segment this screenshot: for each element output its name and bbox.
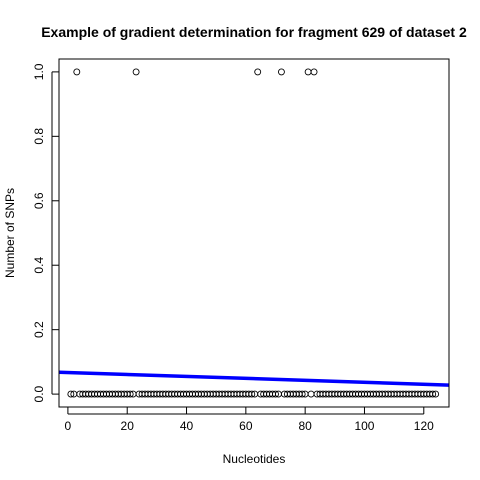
y-tick-label: 0.0 <box>32 385 46 402</box>
y-tick-label: 0.8 <box>32 128 46 145</box>
y-axis-label: Number of SNPs <box>3 188 17 278</box>
x-tick-label: 20 <box>121 419 135 433</box>
data-point <box>432 390 440 398</box>
plot-area <box>58 68 450 398</box>
chart-title: Example of gradient determination for fr… <box>41 24 467 40</box>
y-tick-label: 0.2 <box>32 321 46 338</box>
data-point <box>67 390 75 398</box>
x-axis: 0 20 40 60 80 100 120 <box>65 407 434 433</box>
data-point <box>310 68 318 76</box>
data-point <box>254 68 262 76</box>
data-point <box>277 68 285 76</box>
x-tick-label: 100 <box>354 419 374 433</box>
data-point <box>132 68 140 76</box>
data-point <box>298 390 306 398</box>
x-tick-label: 80 <box>298 419 312 433</box>
data-point <box>248 390 256 398</box>
x-tick-label: 120 <box>414 419 434 433</box>
x-tick-label: 60 <box>239 419 253 433</box>
x-tick-label: 40 <box>180 419 194 433</box>
y-tick-label: 0.4 <box>32 257 46 274</box>
plot-frame <box>58 58 450 408</box>
x-tick-label: 0 <box>65 419 72 433</box>
data-point <box>304 68 312 76</box>
data-point <box>429 390 437 398</box>
y-axis: 0.0 0.2 0.4 0.6 0.8 1.0 <box>32 63 59 402</box>
x-axis-label: Nucleotides <box>223 452 286 466</box>
y-tick-label: 0.6 <box>32 192 46 209</box>
data-point <box>126 390 134 398</box>
y-tick-label: 1.0 <box>32 63 46 80</box>
data-point <box>307 390 315 398</box>
fit-line <box>58 370 450 387</box>
data-point <box>272 390 279 398</box>
data-point <box>73 68 81 76</box>
